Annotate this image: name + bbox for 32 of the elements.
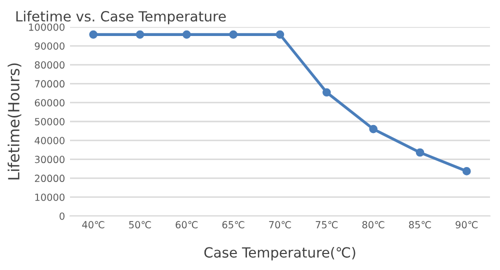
- point: [229, 30, 238, 39]
- y-tick-label: 50000: [34, 118, 64, 126]
- x-tick-label: 40℃: [82, 221, 104, 228]
- x-tick-label: 50℃: [129, 221, 151, 228]
- y-tick-label: 10000: [35, 194, 64, 201]
- y-tick-label: 20000: [34, 174, 64, 182]
- y-tick-label: 60000: [34, 99, 64, 106]
- point: [182, 30, 191, 39]
- y-tick-label: 30000: [34, 156, 64, 164]
- y-tick-label: 0: [60, 212, 64, 220]
- point: [136, 30, 144, 39]
- x-tick-label: 65℃: [222, 221, 244, 228]
- point: [322, 88, 331, 97]
- x-tick-label: 70℃: [269, 221, 291, 228]
- x-tick-label: 80℃: [362, 221, 384, 228]
- y-tick-label: 40000: [34, 136, 64, 144]
- x-tick-label: 90℃: [456, 221, 478, 228]
- point: [89, 30, 98, 39]
- y-axis-title: Lifetime(Hours): [8, 63, 22, 180]
- chart-title: Lifetime vs. Case Temperature: [16, 10, 226, 24]
- y-tick-label: 90000: [34, 42, 64, 50]
- x-tick-label: 60℃: [176, 221, 198, 228]
- x-axis-title: Case Temperature(℃): [204, 246, 356, 260]
- x-tick-label: 75℃: [316, 221, 338, 228]
- x-tick-label: 85℃: [409, 221, 431, 228]
- point: [276, 30, 284, 39]
- y-tick-label: 80000: [34, 61, 64, 69]
- point: [369, 124, 378, 134]
- y-tick-label: 100000: [29, 23, 64, 31]
- y-tick-label: 70000: [35, 80, 64, 88]
- point: [462, 167, 471, 176]
- point: [416, 148, 424, 157]
